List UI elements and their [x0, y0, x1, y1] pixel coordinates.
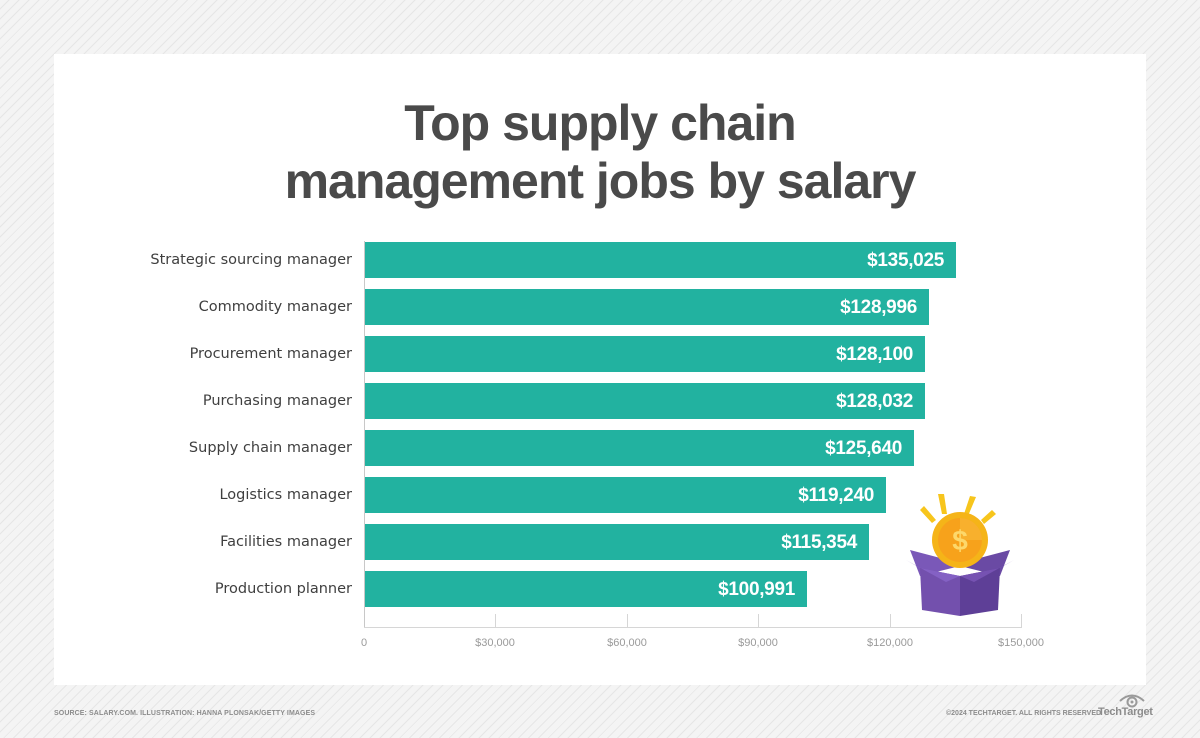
bar-value-label: $125,640	[825, 438, 902, 459]
x-tick	[758, 614, 759, 627]
x-tick-label: $150,000	[998, 637, 1044, 649]
bar: $115,354	[365, 524, 869, 560]
bar-label: Supply chain manager	[188, 440, 352, 456]
bar-label: Procurement manager	[189, 346, 352, 362]
bar: $128,100	[365, 336, 925, 372]
techtarget-logo: TechTarget	[1098, 706, 1153, 718]
x-tick-label: 0	[360, 637, 368, 649]
bar-value-label: $128,100	[836, 344, 913, 365]
bar-label: Commodity manager	[198, 299, 352, 315]
x-tick	[495, 614, 496, 627]
bar: $100,991	[365, 571, 807, 607]
bar-value-label: $100,991	[718, 579, 795, 600]
x-tick-label: $30,000	[475, 637, 515, 649]
x-tick-label: $90,000	[738, 637, 778, 649]
svg-text:$: $	[952, 525, 968, 556]
title-line-2: management jobs by salary	[284, 153, 917, 209]
bar: $128,032	[365, 383, 925, 419]
x-tick-label: $60,000	[607, 637, 647, 649]
y-axis-line	[364, 241, 365, 627]
bar: $135,025	[365, 242, 956, 278]
bar-label: Facilities manager	[220, 534, 352, 550]
x-tick-label: $120,000	[867, 637, 913, 649]
bar-label: Strategic sourcing manager	[150, 252, 352, 268]
chart-title: Top supply chain management jobs by sala…	[0, 94, 1200, 210]
x-axis-line	[364, 627, 1022, 628]
bar-label: Production planner	[214, 581, 352, 597]
x-tick	[890, 614, 891, 627]
bar: $128,996	[365, 289, 929, 325]
bar-value-label: $128,032	[836, 391, 913, 412]
title-line-1: Top supply chain	[404, 95, 796, 151]
bar-value-label: $128,996	[840, 297, 917, 318]
source-credit: SOURCE: SALARY.COM. ILLUSTRATION: HANNA …	[54, 710, 316, 717]
techtarget-eye-icon	[1119, 694, 1145, 708]
x-tick	[1021, 614, 1022, 627]
copyright: ©2024 TECHTARGET. ALL RIGHTS RESERVED	[946, 710, 1102, 717]
bar-value-label: $119,240	[798, 485, 874, 506]
bar-label: Purchasing manager	[202, 393, 352, 409]
bar-label: Logistics manager	[219, 487, 352, 503]
bar-value-label: $135,025	[867, 250, 944, 271]
bar-value-label: $115,354	[781, 532, 857, 553]
bar: $125,640	[365, 430, 914, 466]
bar: $119,240	[365, 477, 886, 513]
coin-in-box-icon: $	[906, 494, 1014, 616]
x-tick	[627, 614, 628, 627]
